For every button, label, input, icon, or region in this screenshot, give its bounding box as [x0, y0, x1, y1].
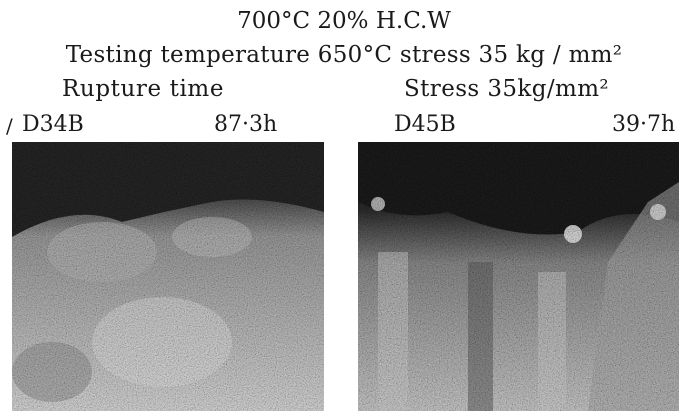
stress-caption: Stress 35kg/mm²	[404, 76, 610, 102]
test-conditions-heading: Testing temperature 650°C stress 35 kg /…	[65, 42, 623, 68]
heat-treatment-heading: 700°C 20% H.C.W	[237, 8, 451, 34]
fracture-micrograph-d34b	[12, 142, 324, 411]
margin-mark: /	[6, 114, 13, 138]
specimen-b-rupture-time: 39·7h	[612, 112, 676, 137]
rupture-time-caption: Rupture time	[62, 76, 225, 102]
fracture-micrograph-d45b	[358, 142, 679, 411]
specimen-b-id: D45B	[394, 112, 456, 137]
specimen-a-rupture-time: 87·3h	[214, 112, 278, 137]
specimen-a-id: D34B	[22, 112, 84, 137]
